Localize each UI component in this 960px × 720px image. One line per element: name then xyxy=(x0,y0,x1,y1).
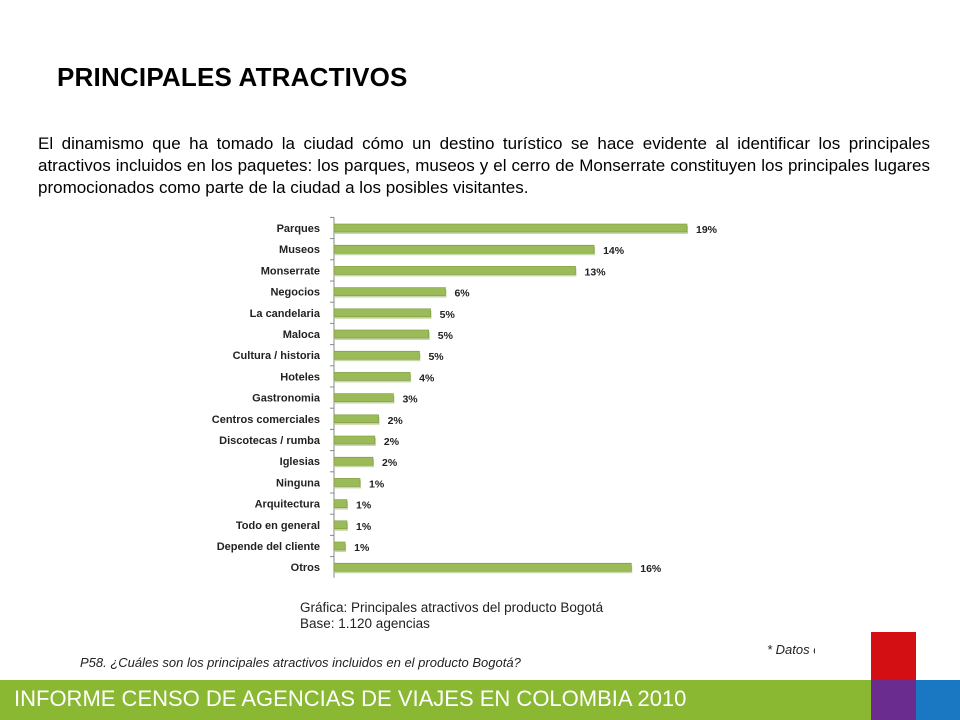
page-title: PRINCIPALES ATRACTIVOS xyxy=(57,62,408,92)
category-label: Centros comerciales xyxy=(212,414,320,426)
value-label: 2% xyxy=(384,436,400,448)
caption-base: Base: 1.120 agencias xyxy=(300,616,430,631)
value-label: 5% xyxy=(438,330,454,342)
decor-square-blue xyxy=(916,680,960,720)
intro-paragraph: El dinamismo que ha tomado la ciudad cóm… xyxy=(38,134,930,197)
value-label: 1% xyxy=(356,521,372,533)
bar xyxy=(333,287,446,296)
bar xyxy=(333,223,688,233)
category-label: Hoteles xyxy=(280,371,320,383)
bar xyxy=(333,350,420,360)
category-label: Todo en general xyxy=(236,520,320,532)
category-label: Museos xyxy=(279,244,320,256)
bar xyxy=(333,520,348,530)
value-label: 1% xyxy=(356,500,372,512)
value-label: 19% xyxy=(696,224,718,236)
value-label: 16% xyxy=(640,563,662,575)
bar xyxy=(333,456,374,466)
category-label: Otros xyxy=(291,562,320,574)
attractions-bar-chart: Parques 19% Museos 14% Monserrate 13% Negocios… xyxy=(212,216,718,578)
bar xyxy=(333,414,379,424)
value-label: 5% xyxy=(440,309,456,321)
category-label: Gastronomia xyxy=(252,393,321,405)
value-label: 6% xyxy=(454,288,470,300)
caption-source: Gráfica: Principales atractivos del prod… xyxy=(300,600,604,615)
bar xyxy=(333,393,394,402)
chart-caption: Gráfica: Principales atractivos del prod… xyxy=(300,600,603,632)
category-label: La candelaria xyxy=(250,308,321,320)
bar xyxy=(333,308,431,318)
bar xyxy=(333,266,576,275)
bar xyxy=(333,499,348,508)
value-label: 13% xyxy=(585,266,607,278)
value-label: 5% xyxy=(428,351,444,363)
bar xyxy=(333,541,346,551)
bar xyxy=(333,435,376,445)
bar xyxy=(333,372,411,381)
category-label: Arquitectura xyxy=(255,499,321,511)
category-label: Cultura / historia xyxy=(233,350,321,362)
category-label: Discotecas / rumba xyxy=(219,435,321,447)
category-label: Iglesias xyxy=(280,456,320,468)
value-label: 1% xyxy=(354,542,370,554)
category-label: Monserrate xyxy=(261,265,320,277)
value-label: 14% xyxy=(603,245,625,257)
decor-square-purple xyxy=(871,680,916,720)
footer-bar: INFORME CENSO DE AGENCIAS DE VIAJES EN C… xyxy=(0,680,871,720)
survey-question: P58. ¿Cuáles son los principales atracti… xyxy=(80,655,521,670)
value-label: 4% xyxy=(419,372,435,384)
bar xyxy=(333,329,430,339)
category-label: Parques xyxy=(277,223,320,235)
category-label: Depende del cliente xyxy=(217,541,320,553)
footer-title: INFORME CENSO DE AGENCIAS DE VIAJES EN C… xyxy=(14,686,687,711)
value-label: 2% xyxy=(382,457,398,469)
category-label: Ninguna xyxy=(276,477,321,489)
bar xyxy=(333,244,595,254)
value-label: 1% xyxy=(369,478,385,490)
bar xyxy=(333,478,361,487)
value-label: 3% xyxy=(402,394,418,406)
decor-square-white xyxy=(815,632,871,680)
decor-square-red xyxy=(871,632,916,680)
category-label: Maloca xyxy=(283,329,321,341)
value-label: 2% xyxy=(388,415,404,427)
category-label: Negocios xyxy=(270,287,320,299)
bar xyxy=(333,562,632,572)
